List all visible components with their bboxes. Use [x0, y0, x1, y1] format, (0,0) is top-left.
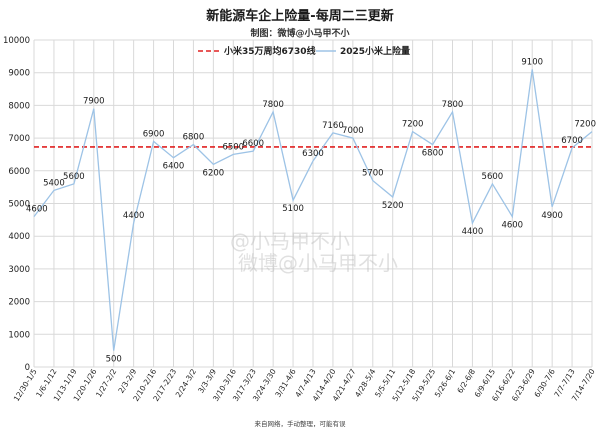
y-tick-label: 10000 — [3, 36, 30, 46]
data-label: 6400 — [163, 162, 185, 172]
data-label: 6500 — [222, 142, 244, 152]
data-label: 4900 — [541, 211, 563, 221]
data-label: 4600 — [26, 205, 48, 215]
data-label: 7800 — [442, 100, 464, 110]
data-label: 7800 — [262, 100, 284, 110]
y-tick-label: 9000 — [8, 69, 30, 79]
data-label: 5200 — [382, 201, 404, 211]
watermark-handle: @小马甲不小 — [230, 229, 350, 253]
legend-series-label: 2025小米上险量 — [340, 45, 410, 57]
y-tick-label: 8000 — [8, 101, 30, 111]
y-axis-ticks: 0 1000 2000 3000 4000 5000 6000 7000 8000 9000 100… — [3, 36, 30, 373]
data-label: 4400 — [462, 227, 484, 237]
data-label: 5700 — [362, 169, 384, 179]
data-label: 6200 — [203, 168, 225, 178]
data-label: 5600 — [482, 172, 504, 182]
x-axis-ticks: 12/30-1/51/6-1/121/13-1/191/20-1/261/27-… — [12, 367, 597, 403]
legend-reference-label: 小米35万周均6730线 — [223, 45, 316, 57]
data-label: 7200 — [402, 120, 424, 130]
data-label: 9100 — [521, 57, 543, 67]
data-label: 6900 — [143, 129, 165, 139]
data-label: 5100 — [282, 204, 304, 214]
data-label: 6300 — [302, 149, 324, 159]
legend: 小米35万周均6730线 2025小米上险量 — [198, 45, 410, 57]
data-label: 5400 — [43, 178, 65, 188]
data-label: 7200 — [574, 120, 596, 130]
data-label: 6700 — [561, 136, 583, 146]
y-tick-label: 1000 — [8, 330, 30, 340]
data-label: 4600 — [501, 221, 523, 231]
y-tick-label: 6000 — [8, 167, 30, 177]
data-label: 5600 — [63, 172, 85, 182]
y-tick-label: 7000 — [8, 134, 30, 144]
y-tick-label: 3000 — [8, 265, 30, 275]
series-line — [33, 69, 593, 351]
data-label: 4400 — [123, 211, 145, 221]
y-tick-label: 0 — [25, 363, 30, 373]
data-label: 6600 — [242, 139, 264, 149]
data-label: 6800 — [422, 149, 444, 159]
y-tick-label: 4000 — [8, 232, 30, 242]
chart-title: 新能源车企上险量-每周二三更新 — [206, 8, 393, 24]
y-tick-label: 2000 — [8, 298, 30, 308]
chart-subtitle: 制图：微博@小马甲不小 — [250, 27, 349, 39]
y-tick-label: 5000 — [8, 200, 30, 210]
watermark: 微博@小马甲不小 — [238, 251, 398, 275]
data-label: 7000 — [342, 126, 364, 136]
data-label: 6800 — [183, 133, 205, 143]
footer-note: 来自网络，手动整理，可能有误 — [255, 419, 347, 428]
grid — [33, 39, 593, 368]
data-labels: 4600540056007900500440069006400680062006… — [26, 57, 596, 364]
data-label: 7900 — [83, 97, 105, 107]
data-label: 7160 — [322, 121, 344, 131]
data-label: 500 — [106, 355, 122, 365]
